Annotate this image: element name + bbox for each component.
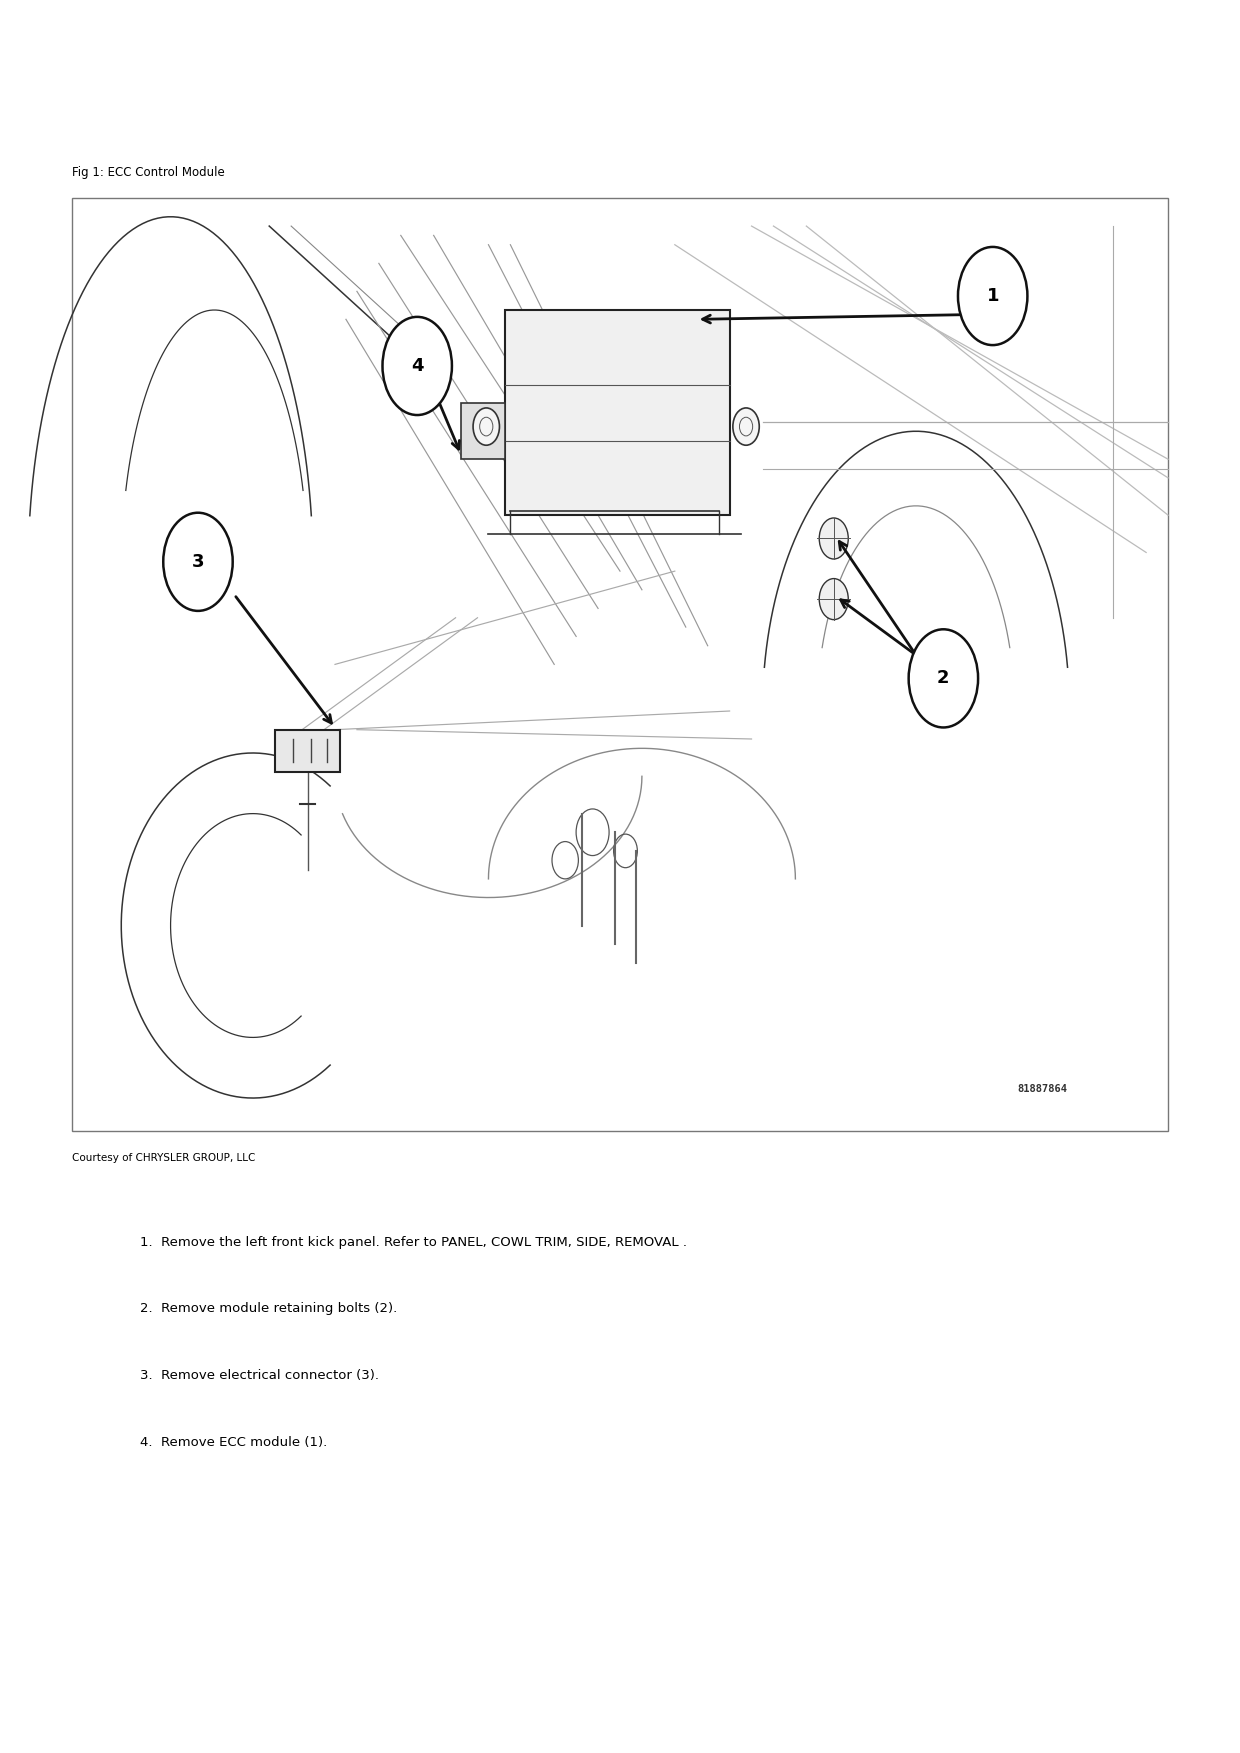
Text: 4.  Remove ECC module (1).: 4. Remove ECC module (1). [140, 1436, 327, 1448]
Text: 81887864: 81887864 [1017, 1083, 1068, 1094]
Text: Fig 1: ECC Control Module: Fig 1: ECC Control Module [72, 167, 224, 179]
Text: Courtesy of CHRYSLER GROUP, LLC: Courtesy of CHRYSLER GROUP, LLC [72, 1153, 255, 1164]
Circle shape [820, 578, 848, 619]
Circle shape [733, 408, 759, 445]
Text: 1: 1 [987, 287, 999, 305]
Circle shape [382, 317, 451, 415]
Text: 3: 3 [192, 552, 205, 571]
Bar [505, 310, 729, 515]
Circle shape [909, 629, 978, 727]
Bar [72, 198, 1168, 1131]
Text: 4: 4 [410, 358, 424, 375]
Circle shape [164, 512, 233, 610]
Bar [275, 729, 341, 771]
Text: 2: 2 [937, 670, 950, 687]
Text: 1.  Remove the left front kick panel. Refer to PANEL, COWL TRIM, SIDE, REMOVAL .: 1. Remove the left front kick panel. Ref… [140, 1236, 687, 1248]
Circle shape [959, 247, 1028, 345]
Text: 3.  Remove electrical connector (3).: 3. Remove electrical connector (3). [140, 1369, 379, 1381]
Bar [461, 403, 505, 459]
Circle shape [474, 408, 500, 445]
Circle shape [820, 517, 848, 559]
Text: 2.  Remove module retaining bolts (2).: 2. Remove module retaining bolts (2). [140, 1302, 397, 1315]
